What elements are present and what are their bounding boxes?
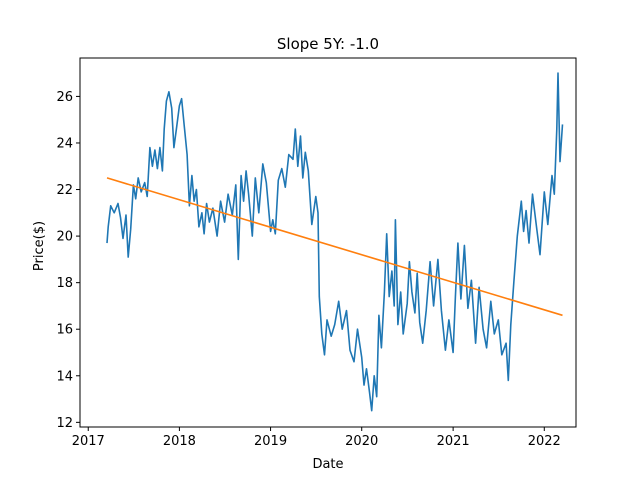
x-tick-label: 2018	[163, 434, 196, 449]
x-axis-label: Date	[312, 457, 343, 472]
y-tick-label: 26	[56, 90, 73, 105]
x-tick-label: 2017	[72, 434, 105, 449]
chart-title: Slope 5Y: -1.0	[277, 35, 379, 53]
x-tick-label: 2022	[528, 434, 561, 449]
y-tick-label: 24	[56, 136, 73, 151]
y-tick-label: 12	[56, 416, 73, 431]
x-tick-label: 2021	[437, 434, 470, 449]
y-tick-label: 18	[56, 276, 73, 291]
plot-frame	[79, 57, 577, 428]
series-layer	[106, 72, 564, 412]
price-line	[106, 72, 564, 412]
y-tick-label: 22	[56, 183, 73, 198]
y-axis-label: Price($)	[32, 221, 47, 271]
trend-line	[106, 177, 563, 317]
x-tick-label: 2020	[345, 434, 378, 449]
x-tick-label: 2019	[254, 434, 287, 449]
y-tick-label: 20	[56, 230, 73, 245]
y-tick-label: 16	[56, 323, 73, 338]
y-tick-label: 14	[56, 369, 73, 384]
